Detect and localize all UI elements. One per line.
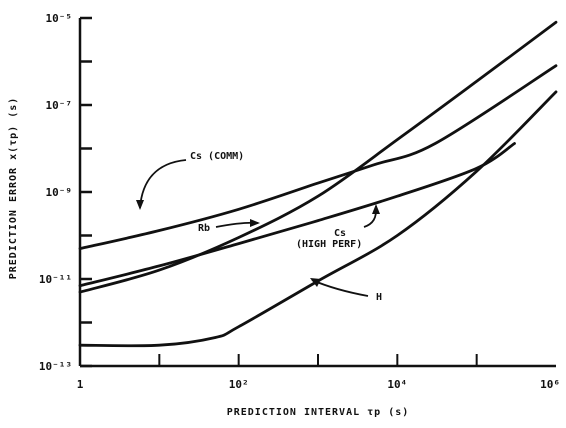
x-axis-label: PREDICTION INTERVAL τp (s) <box>227 407 410 418</box>
series-line-cs-high-perf <box>78 142 516 288</box>
annotation-arrow <box>139 159 187 209</box>
y-tick-label: 10⁻⁷ <box>46 99 73 112</box>
series-line-rb <box>78 20 558 294</box>
annotations: Cs (COMM) Rb Cs(HIGH PERF) H <box>136 151 382 303</box>
arrow-head-icon <box>136 200 144 210</box>
arrow-head-icon <box>310 278 321 287</box>
annotation-label: Cs (COMM) <box>190 151 244 162</box>
annotation-label: H <box>376 292 382 303</box>
annotation-arrow <box>311 279 369 297</box>
series-line-h <box>78 90 558 348</box>
x-tick-label: 1 <box>77 378 84 391</box>
annotation-label: Cs <box>334 228 346 239</box>
annotation-label: (HIGH PERF) <box>296 239 362 250</box>
x-tick-label: 10⁶ <box>540 378 560 391</box>
arrow-head-icon <box>250 219 260 227</box>
y-tick-label: 10⁻⁹ <box>46 186 73 199</box>
plot-frame <box>78 18 556 368</box>
annotation-label: Rb <box>198 223 210 234</box>
series-line-cs-comm <box>78 64 558 250</box>
tick-labels: 10⁻¹³ 10⁻¹¹ 10⁻⁹ 10⁻⁷ 10⁻⁵ 1 10² 10⁴ 10⁶ <box>39 12 560 391</box>
x-tick-label: 10⁴ <box>387 378 407 391</box>
x-tick-label: 10² <box>229 378 249 391</box>
series-lines <box>78 20 558 348</box>
y-axis-label: PREDICTION ERROR x(τp) (s) <box>8 97 19 280</box>
axis-ticks <box>80 16 478 368</box>
y-tick-label: 10⁻⁵ <box>46 12 73 25</box>
arrow-head-icon <box>372 204 380 214</box>
y-tick-label: 10⁻¹³ <box>39 360 72 373</box>
y-tick-label: 10⁻¹¹ <box>39 273 72 286</box>
